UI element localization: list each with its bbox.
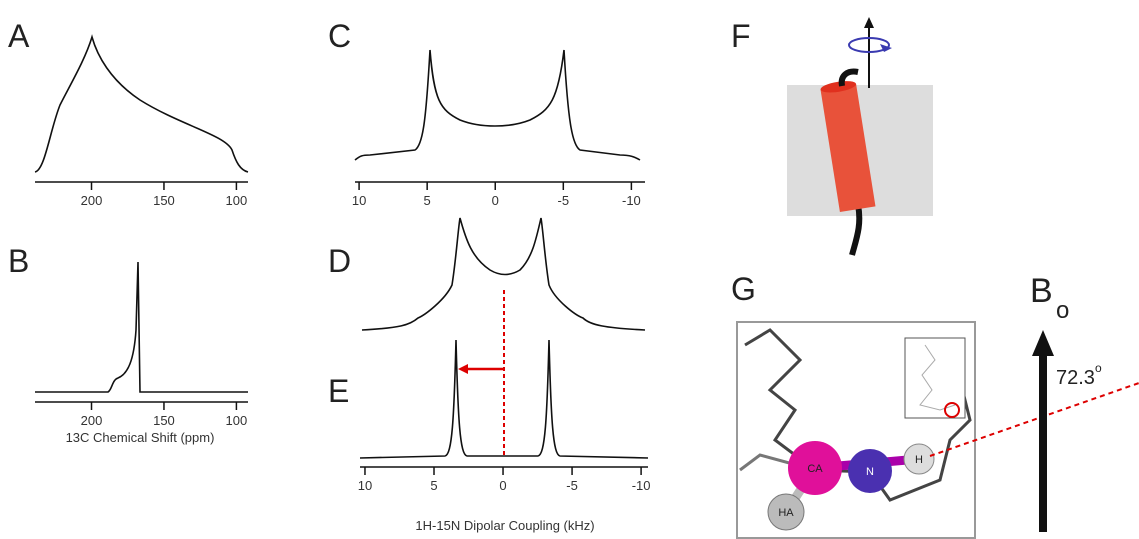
field-symbol: B [1030,272,1053,310]
tick-label: 100 [226,193,248,208]
arrow-head [458,364,468,374]
panel-label: D [328,243,351,279]
angle-unit: o [1095,361,1102,375]
rotation [848,37,890,53]
tick-label: 200 [81,413,103,428]
inset [904,337,966,419]
panel-label: B [8,243,29,279]
panel-label: G [731,271,756,307]
helix [820,81,876,213]
helix-tail [849,204,863,256]
rotation-head [880,44,892,52]
tick-label: 150 [153,413,175,428]
atom-label: HA [778,507,794,519]
atom-label: N [866,466,874,478]
tick-label: 5 [424,193,431,208]
tick-label: -10 [622,193,641,208]
spectrum [354,49,641,161]
tick-label: 0 [499,478,506,493]
tick-label: 200 [81,193,103,208]
tick-label: -10 [632,478,651,493]
tick-label: 0 [492,193,499,208]
tick-label: 10 [352,193,366,208]
spectrum [34,34,249,173]
angle-value: 72.3 [1056,367,1095,389]
spectrum [359,339,649,459]
inset-chain [919,344,956,411]
dashed-line [929,382,1139,457]
tick-label: -5 [558,193,570,208]
atom-label: H [915,454,923,466]
panel-label: C [328,18,351,54]
axis-title: 1H-15N Dipolar Coupling (kHz) [415,518,594,533]
atom [767,493,805,531]
atom [848,449,892,493]
tick-label: 150 [153,193,175,208]
spectrum [35,261,248,393]
atom [788,441,842,495]
field-arrow-head [1032,330,1054,356]
panel-label: E [328,373,349,409]
panel-label: F [731,18,751,54]
tick-label: 5 [430,478,437,493]
atom-label: CA [807,463,823,475]
axis-arrow-head [864,17,874,28]
helix-head [838,68,859,87]
tick-label: -5 [566,478,578,493]
atom [903,443,935,475]
panel-label: A [8,18,30,54]
tick-label: 100 [226,413,248,428]
spectrum [361,217,646,331]
tick-label: 10 [358,478,372,493]
field-subscript: o [1056,297,1069,324]
axis-title: 13C Chemical Shift (ppm) [66,430,215,445]
inset-marker [944,402,960,418]
